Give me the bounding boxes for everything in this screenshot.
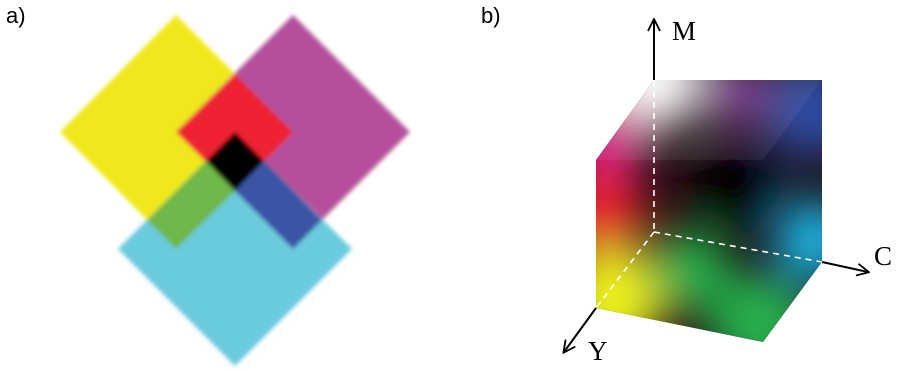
cmy-overlap-diagram [60, 15, 410, 366]
green-overlap [147, 161, 235, 249]
panel-a-label: a) [6, 3, 26, 28]
hidden-axis-y [595, 231, 655, 309]
black-overlap [206, 132, 264, 191]
c-axis-arrow [821, 261, 868, 272]
y-axis-arrow [564, 307, 597, 352]
axis-label-m: M [672, 16, 696, 46]
axis-label-y: Y [588, 336, 608, 366]
blue-overlap [235, 161, 322, 249]
panel-b-label: b) [481, 3, 501, 28]
axis-label-c: C [874, 241, 892, 271]
cmy-color-cube [595, 80, 823, 342]
